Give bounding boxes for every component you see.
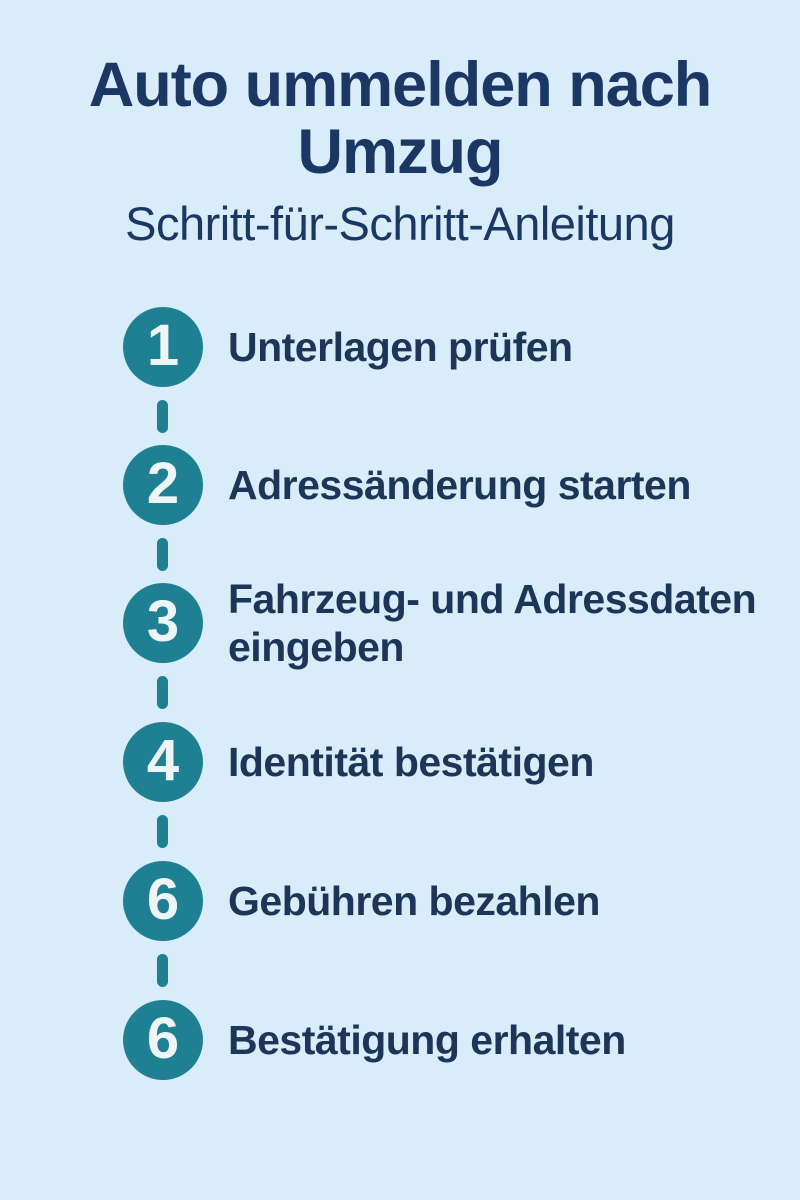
step-label-5-line1: Gebühren bezahlen xyxy=(228,878,600,924)
step-circle-4: 4 xyxy=(123,722,203,802)
step-label-1-line1: Unterlagen prüfen xyxy=(228,324,573,370)
step-label-1: Unterlagen prüfen xyxy=(228,323,573,371)
step-circle-2: 2 xyxy=(123,445,203,525)
page-title-line2: Umzug xyxy=(297,117,504,187)
step-label-2: Adressänderung starten xyxy=(228,461,691,509)
step-number-4: 4 xyxy=(146,728,180,793)
step-circle-1: 1 xyxy=(123,307,203,387)
step-number-6: 6 xyxy=(146,1006,180,1071)
step-label-3-line2: eingeben xyxy=(228,624,404,670)
step-connector-3-4 xyxy=(157,676,168,709)
page-title: Auto ummelden nach Umzug xyxy=(0,52,800,186)
step-circle-3: 3 xyxy=(123,583,203,663)
step-label-4: Identität bestätigen xyxy=(228,738,594,786)
step-label-2-line1: Adressänderung starten xyxy=(228,462,691,508)
step-number-2: 2 xyxy=(146,451,180,516)
step-connector-4-5 xyxy=(157,815,168,848)
step-number-3: 3 xyxy=(146,589,180,654)
step-circle-6: 6 xyxy=(123,1000,203,1080)
step-number-5: 6 xyxy=(146,867,180,932)
step-label-4-line1: Identität bestätigen xyxy=(228,739,594,785)
step-circle-5: 6 xyxy=(123,861,203,941)
step-number-1: 1 xyxy=(146,313,180,378)
step-label-3-line1: Fahrzeug- und Adressdaten xyxy=(228,576,757,622)
step-connector-5-6 xyxy=(157,954,168,987)
step-connector-1-2 xyxy=(157,400,168,433)
page-subtitle: Schritt-für-Schritt-Anleitung xyxy=(125,197,675,250)
step-connector-2-3 xyxy=(157,538,168,571)
step-label-6-line1: Bestätigung erhalten xyxy=(228,1017,626,1063)
step-label-5: Gebühren bezahlen xyxy=(228,877,600,925)
header: Auto ummelden nach Umzug Schritt-für-Sch… xyxy=(0,52,800,250)
page-title-line1: Auto ummelden nach xyxy=(88,50,713,120)
step-label-3: Fahrzeug- und Adressdaten eingeben xyxy=(228,575,757,671)
step-label-6: Bestätigung erhalten xyxy=(228,1016,626,1064)
